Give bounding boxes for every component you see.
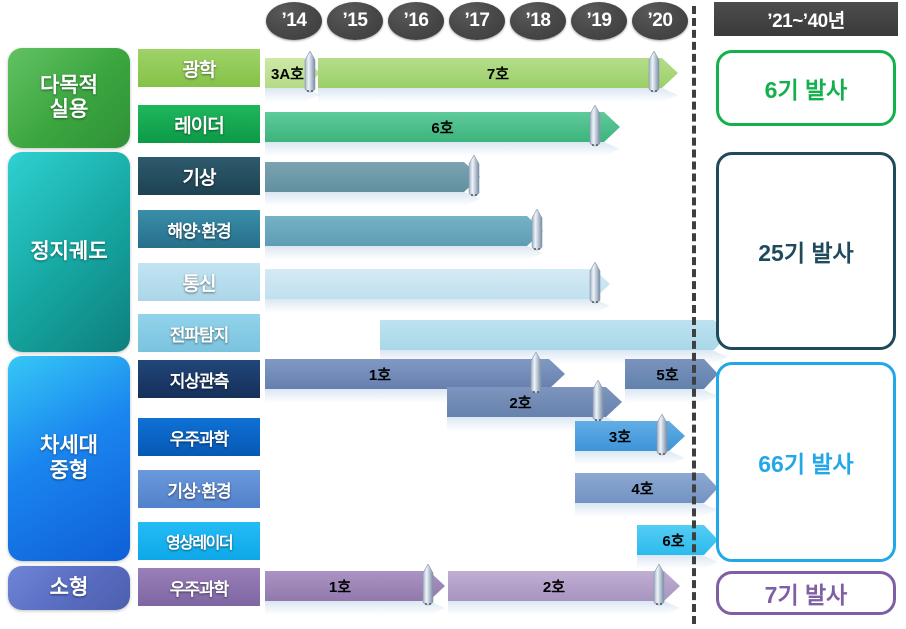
bar-label: 1호 [368, 366, 392, 384]
bar-glow [265, 246, 543, 260]
row-label-optical: 광학 [138, 49, 260, 87]
year-pill-2015: ’15 [327, 2, 383, 40]
year-pill-2014: ’14 [266, 2, 322, 40]
rocket-icon [589, 262, 601, 304]
group-label-line1-nextgen: 차세대 [40, 434, 98, 458]
row-label-weather: 기상 [138, 157, 260, 195]
bar-geo-weather [265, 162, 480, 192]
bar-radar-6: 6호 [265, 112, 620, 142]
bar-geo-ocean-environment [265, 216, 543, 246]
group-block-nextgen-medium: 차세대 중형 [8, 356, 130, 561]
group-label-line1: 다목적 [40, 73, 98, 97]
year-pill-2019: ’19 [571, 2, 627, 40]
bar-geo-communication [265, 269, 610, 299]
rocket-icon [422, 564, 434, 606]
bar-label: 3A호 [271, 65, 304, 83]
bar-imaging-radar-6: 6호 [637, 525, 718, 555]
group-label-line2: 실용 [49, 98, 89, 121]
bar-glow [575, 503, 718, 517]
bar-small-space-science-2: 2호 [448, 571, 680, 601]
bar-glow [265, 142, 620, 156]
bar-label: 6호 [431, 119, 454, 137]
row-label-ground-observation: 지상관측 [138, 360, 260, 398]
rocket-icon [653, 564, 665, 606]
bar-glow [448, 601, 680, 615]
summary-box-geostationary: 25기 발사 [716, 152, 896, 350]
row-label-space-science-small: 우주과학 [138, 568, 260, 606]
row-label-radar: 레이더 [138, 105, 260, 143]
year-pill-2016: ’16 [388, 2, 444, 40]
bar-label: 1호 [328, 578, 352, 596]
bar-ground-observation-5: 5호 [625, 359, 718, 389]
rocket-icon [530, 352, 542, 394]
group-block-multipurpose: 다목적 실용 [8, 48, 130, 148]
year-pill-2018: ’18 [510, 2, 566, 40]
rocket-icon [531, 209, 543, 251]
bar-label: 3호 [608, 428, 632, 446]
bar-glow [637, 555, 718, 569]
year-pill-2017: ’17 [449, 2, 505, 40]
bar-glow [625, 389, 718, 403]
row-label-radio-detection: 전파탐지 [138, 314, 260, 352]
row-label-ocean-environment: 해양·환경 [138, 210, 260, 248]
rocket-icon [592, 380, 604, 422]
bar-glow [265, 299, 610, 313]
group-label-geostationary: 정지궤도 [30, 239, 108, 263]
bar-label: 2호 [542, 578, 566, 596]
bar-glow [318, 88, 678, 102]
bar-label: 5호 [656, 366, 679, 384]
rocket-icon [304, 51, 316, 93]
row-label-weather-environment: 기상·환경 [138, 470, 260, 508]
summary-box-multipurpose: 6기 발사 [716, 50, 896, 126]
group-block-small: 소형 [8, 566, 130, 610]
bar-glow [265, 601, 445, 615]
bar-glow [265, 88, 320, 102]
group-block-geostationary: 정지궤도 [8, 152, 130, 352]
bar-weather-environment-4: 4호 [575, 473, 718, 503]
bar-label: 2호 [509, 394, 532, 412]
rocket-icon [648, 51, 660, 93]
rocket-icon [656, 414, 668, 456]
row-label-space-science: 우주과학 [138, 418, 260, 456]
rocket-icon [468, 155, 480, 197]
timeline-divider [692, 6, 696, 624]
future-period-header: ’21~’40년 [714, 2, 898, 36]
bar-glow [575, 451, 685, 465]
bar-label: 4호 [631, 480, 654, 498]
year-pill-2020: ’20 [632, 2, 688, 40]
row-label-imaging-radar: 영상레이더 [138, 522, 260, 560]
bar-optical-7: 7호 [318, 58, 678, 88]
bar-small-space-science-1: 1호 [265, 571, 445, 601]
bar-label: 7호 [486, 65, 510, 83]
group-label-small: 소형 [49, 575, 89, 599]
bar-ground-observation-1: 1호 [265, 359, 565, 389]
bar-geo-radio-detection [380, 320, 728, 350]
rocket-icon [589, 105, 601, 147]
group-label-line2-nextgen: 중형 [49, 458, 89, 482]
summary-box-nextgen-medium: 66기 발사 [716, 362, 896, 562]
row-label-communication: 통신 [138, 263, 260, 301]
summary-box-small: 7기 발사 [716, 571, 896, 615]
bar-label: 6호 [662, 532, 685, 550]
bar-glow [265, 192, 480, 206]
